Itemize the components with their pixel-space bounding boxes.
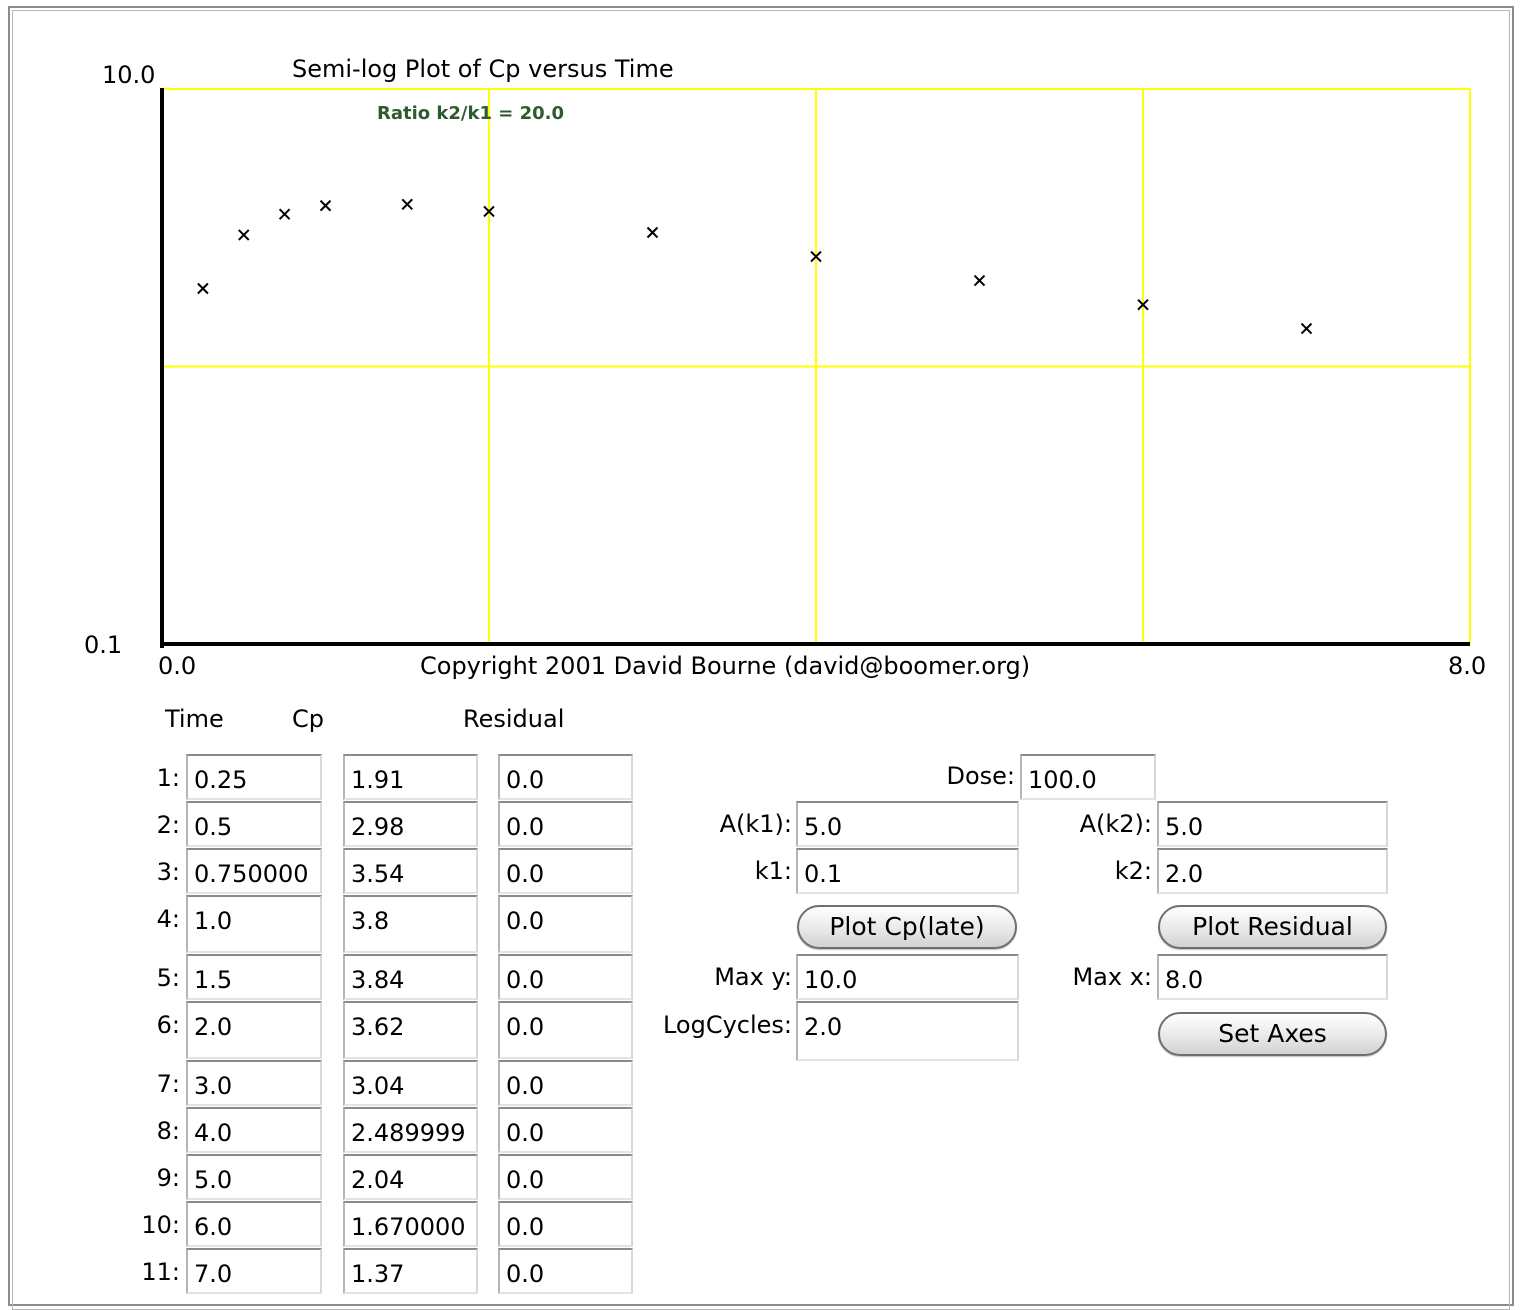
logcycles-field[interactable]: 2.0: [796, 1001, 1019, 1061]
residual-field[interactable]: 0.0: [498, 1154, 633, 1200]
residual-field[interactable]: 0.0: [498, 801, 633, 847]
row-label: 10:: [141, 1211, 180, 1239]
row-label: 2:: [156, 811, 180, 839]
chart-title: Semi-log Plot of Cp versus Time: [292, 55, 674, 83]
plot-residual-button[interactable]: Plot Residual: [1158, 905, 1387, 949]
k2-field[interactable]: 2.0: [1157, 848, 1388, 894]
time-field[interactable]: 0.5: [186, 801, 322, 847]
time-field[interactable]: 1.0: [186, 895, 322, 953]
cp-field[interactable]: 3.62: [343, 1001, 478, 1059]
row-label: 9:: [156, 1164, 180, 1192]
time-field[interactable]: 5.0: [186, 1154, 322, 1200]
data-point-marker: [197, 282, 209, 295]
data-points: [197, 198, 1313, 335]
plot-cp-late-button[interactable]: Plot Cp(late): [797, 905, 1017, 949]
row-label: 7:: [156, 1070, 180, 1098]
cp-field[interactable]: 1.37: [343, 1248, 478, 1294]
data-point-marker: [973, 274, 986, 287]
maxx-label: Max x:: [1072, 963, 1152, 991]
cp-field[interactable]: 2.04: [343, 1154, 478, 1200]
ak2-label: A(k2):: [1079, 810, 1152, 838]
residual-field[interactable]: 0.0: [498, 1107, 633, 1153]
y-tick-label-top: 10.0: [102, 61, 155, 89]
residual-field[interactable]: 0.0: [498, 848, 633, 894]
time-field[interactable]: 4.0: [186, 1107, 322, 1153]
row-label: 6:: [156, 1011, 180, 1039]
time-field[interactable]: 0.25: [186, 754, 322, 800]
data-point-marker: [646, 226, 659, 239]
cp-field[interactable]: 2.489999: [343, 1107, 478, 1153]
row-label: 11:: [141, 1258, 180, 1286]
k1-label: k1:: [754, 857, 792, 885]
data-point-marker: [238, 229, 250, 241]
cp-field[interactable]: 2.98: [343, 801, 478, 847]
plot-canvas: Semi-log Plot of Cp versus Time Ratio k2…: [84, 55, 1486, 680]
time-field[interactable]: 0.750000: [186, 848, 322, 894]
maxy-label: Max y:: [714, 963, 792, 991]
residual-field[interactable]: 0.0: [498, 895, 633, 953]
data-point-marker: [483, 205, 495, 218]
header-residual: Residual: [463, 705, 565, 733]
k1-field[interactable]: 0.1: [796, 848, 1019, 894]
data-point-marker: [1300, 322, 1313, 335]
logcycles-label: LogCycles:: [662, 1011, 792, 1039]
dose-label: Dose:: [946, 762, 1015, 790]
data-point-marker: [278, 208, 291, 220]
dose-field[interactable]: 100.0: [1020, 754, 1156, 800]
residual-field[interactable]: 0.0: [498, 1201, 633, 1247]
ak1-label: A(k1):: [719, 810, 792, 838]
residual-field[interactable]: 0.0: [498, 1001, 633, 1059]
semilog-plot: Semi-log Plot of Cp versus Time Ratio k2…: [84, 55, 1486, 680]
ak1-field[interactable]: 5.0: [796, 801, 1019, 847]
set-axes-button[interactable]: Set Axes: [1158, 1012, 1387, 1056]
cp-field[interactable]: 3.04: [343, 1060, 478, 1106]
maxy-field[interactable]: 10.0: [796, 954, 1019, 1000]
k2-label: k2:: [1114, 857, 1152, 885]
cp-field[interactable]: 1.670000: [343, 1201, 478, 1247]
ratio-annotation: Ratio k2/k1 = 20.0: [377, 103, 564, 124]
cp-field[interactable]: 1.91: [343, 754, 478, 800]
time-field[interactable]: 3.0: [186, 1060, 322, 1106]
time-field[interactable]: 7.0: [186, 1248, 322, 1294]
header-time: Time: [165, 705, 224, 733]
row-label: 4:: [156, 905, 180, 933]
residual-field[interactable]: 0.0: [498, 1248, 633, 1294]
data-point-marker: [810, 250, 822, 263]
row-label: 5:: [156, 964, 180, 992]
time-field[interactable]: 2.0: [186, 1001, 322, 1059]
cp-field[interactable]: 3.54: [343, 848, 478, 894]
row-label: 8:: [156, 1117, 180, 1145]
x-tick-label-left: 0.0: [158, 652, 196, 680]
residual-field[interactable]: 0.0: [498, 954, 633, 1000]
copyright-footer: Copyright 2001 David Bourne (david@boome…: [420, 652, 1030, 680]
y-tick-label-bottom: 0.1: [84, 631, 122, 659]
header-cp: Cp: [292, 705, 324, 733]
maxx-field[interactable]: 8.0: [1157, 954, 1388, 1000]
plot-grid: [162, 88, 1471, 645]
row-label: 3:: [156, 858, 180, 886]
ak2-field[interactable]: 5.0: [1157, 801, 1388, 847]
x-tick-label-right: 8.0: [1448, 652, 1486, 680]
residual-field[interactable]: 0.0: [498, 1060, 633, 1106]
data-point-marker: [1137, 298, 1149, 311]
time-field[interactable]: 1.5: [186, 954, 322, 1000]
residual-field[interactable]: 0.0: [498, 754, 633, 800]
time-field[interactable]: 6.0: [186, 1201, 322, 1247]
data-point-marker: [319, 199, 332, 212]
data-point-marker: [401, 198, 413, 211]
row-label: 1:: [156, 764, 180, 792]
cp-field[interactable]: 3.8: [343, 895, 478, 953]
cp-field[interactable]: 3.84: [343, 954, 478, 1000]
